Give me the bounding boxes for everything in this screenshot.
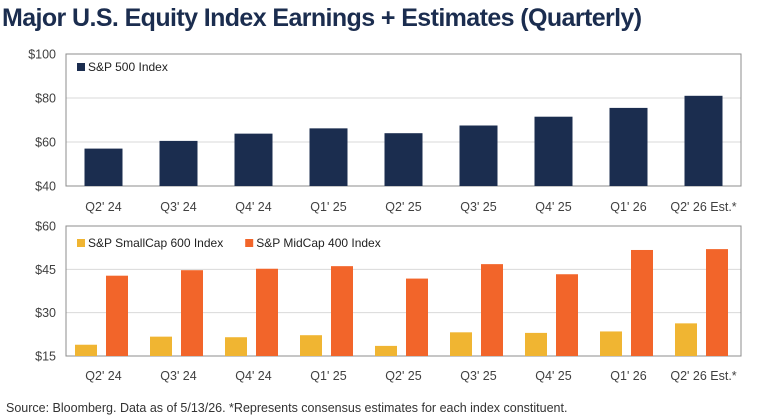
y-tick-label: $45 <box>35 263 56 277</box>
bar-6 <box>459 125 498 186</box>
midcap-bar-6 <box>481 264 503 356</box>
x-tick-label: Q3' 25 <box>460 200 496 214</box>
midcap-bar-9 <box>706 249 728 356</box>
bar-9 <box>684 95 723 186</box>
bar-3 <box>234 133 273 186</box>
x-tick-label: Q4' 24 <box>235 200 271 214</box>
x-tick-label: Q4' 25 <box>535 369 571 383</box>
y-tick-label: $60 <box>35 220 56 234</box>
y-tick-label: $80 <box>35 92 56 106</box>
midcap-bar-5 <box>406 278 428 356</box>
smallcap-bar-6 <box>450 332 472 356</box>
midcap-bar-4 <box>331 266 353 356</box>
smallcap-bar-4 <box>300 335 322 356</box>
smallcap-bar-8 <box>600 331 622 356</box>
y-tick-label: $100 <box>28 48 56 62</box>
smallcap-bar-5 <box>375 345 397 356</box>
legend-swatch <box>245 239 254 247</box>
midcap-bar-1 <box>106 275 128 356</box>
page-title: Major U.S. Equity Index Earnings + Estim… <box>2 4 642 32</box>
y-tick-label: $15 <box>35 350 56 364</box>
bar-5 <box>384 133 423 186</box>
x-tick-label: Q3' 24 <box>160 200 196 214</box>
x-tick-label: Q1' 26 <box>610 369 646 383</box>
x-tick-label: Q3' 25 <box>460 369 496 383</box>
legend-label: S&P 500 Index <box>88 60 168 74</box>
y-tick-label: $60 <box>35 136 56 150</box>
chart-2: $15 $30 $45 $60 Q2' 24 Q3' 24 Q4' 24 Q1' 25 Q2' … <box>35 220 742 383</box>
smallcap-bar-1 <box>75 344 97 356</box>
bar-2 <box>159 140 198 186</box>
legend-swatch <box>77 239 85 247</box>
smallcap-bar-9 <box>675 323 697 356</box>
x-tick-label: Q4' 24 <box>235 369 271 383</box>
x-tick-label: Q2' 24 <box>85 200 121 214</box>
x-tick-label: Q1' 25 <box>310 369 346 383</box>
source-note: Source: Bloomberg. Data as of 5/13/26. *… <box>6 401 568 415</box>
bar-7 <box>534 116 573 186</box>
x-tick-label: Q1' 26 <box>610 200 646 214</box>
smallcap-bar-7 <box>525 332 547 356</box>
bar-8 <box>609 107 648 186</box>
x-tick-label: Q2' 25 <box>385 369 421 383</box>
legend-swatch <box>77 63 85 71</box>
bar-4 <box>309 128 348 186</box>
x-tick-label: Q3' 24 <box>160 369 196 383</box>
bar-1 <box>84 148 123 186</box>
y-tick-label: $30 <box>35 306 56 320</box>
midcap-bar-2 <box>181 270 203 356</box>
chart-1: $40 $60 $80 $100 Q2' 24 Q3' 24 Q4' 24 Q1' 25 Q2'… <box>28 48 742 214</box>
legend-label: S&P SmallCap 600 Index <box>88 236 223 250</box>
y-tick-label: $40 <box>35 180 56 194</box>
plot-frame <box>65 225 742 357</box>
midcap-bar-7 <box>556 274 578 356</box>
x-tick-label: Q2' 25 <box>385 200 421 214</box>
x-tick-label: Q4' 25 <box>535 200 571 214</box>
legend-label: S&P MidCap 400 Index <box>256 236 381 250</box>
midcap-bar-8 <box>631 249 653 356</box>
x-tick-label: Q2' 24 <box>85 369 121 383</box>
x-tick-label: Q2' 26 Est.* <box>670 200 736 214</box>
smallcap-bar-2 <box>150 336 172 356</box>
smallcap-bar-3 <box>225 337 247 356</box>
x-tick-label: Q1' 25 <box>310 200 346 214</box>
midcap-bar-3 <box>256 268 278 356</box>
x-tick-label: Q2' 26 Est.* <box>670 369 736 383</box>
